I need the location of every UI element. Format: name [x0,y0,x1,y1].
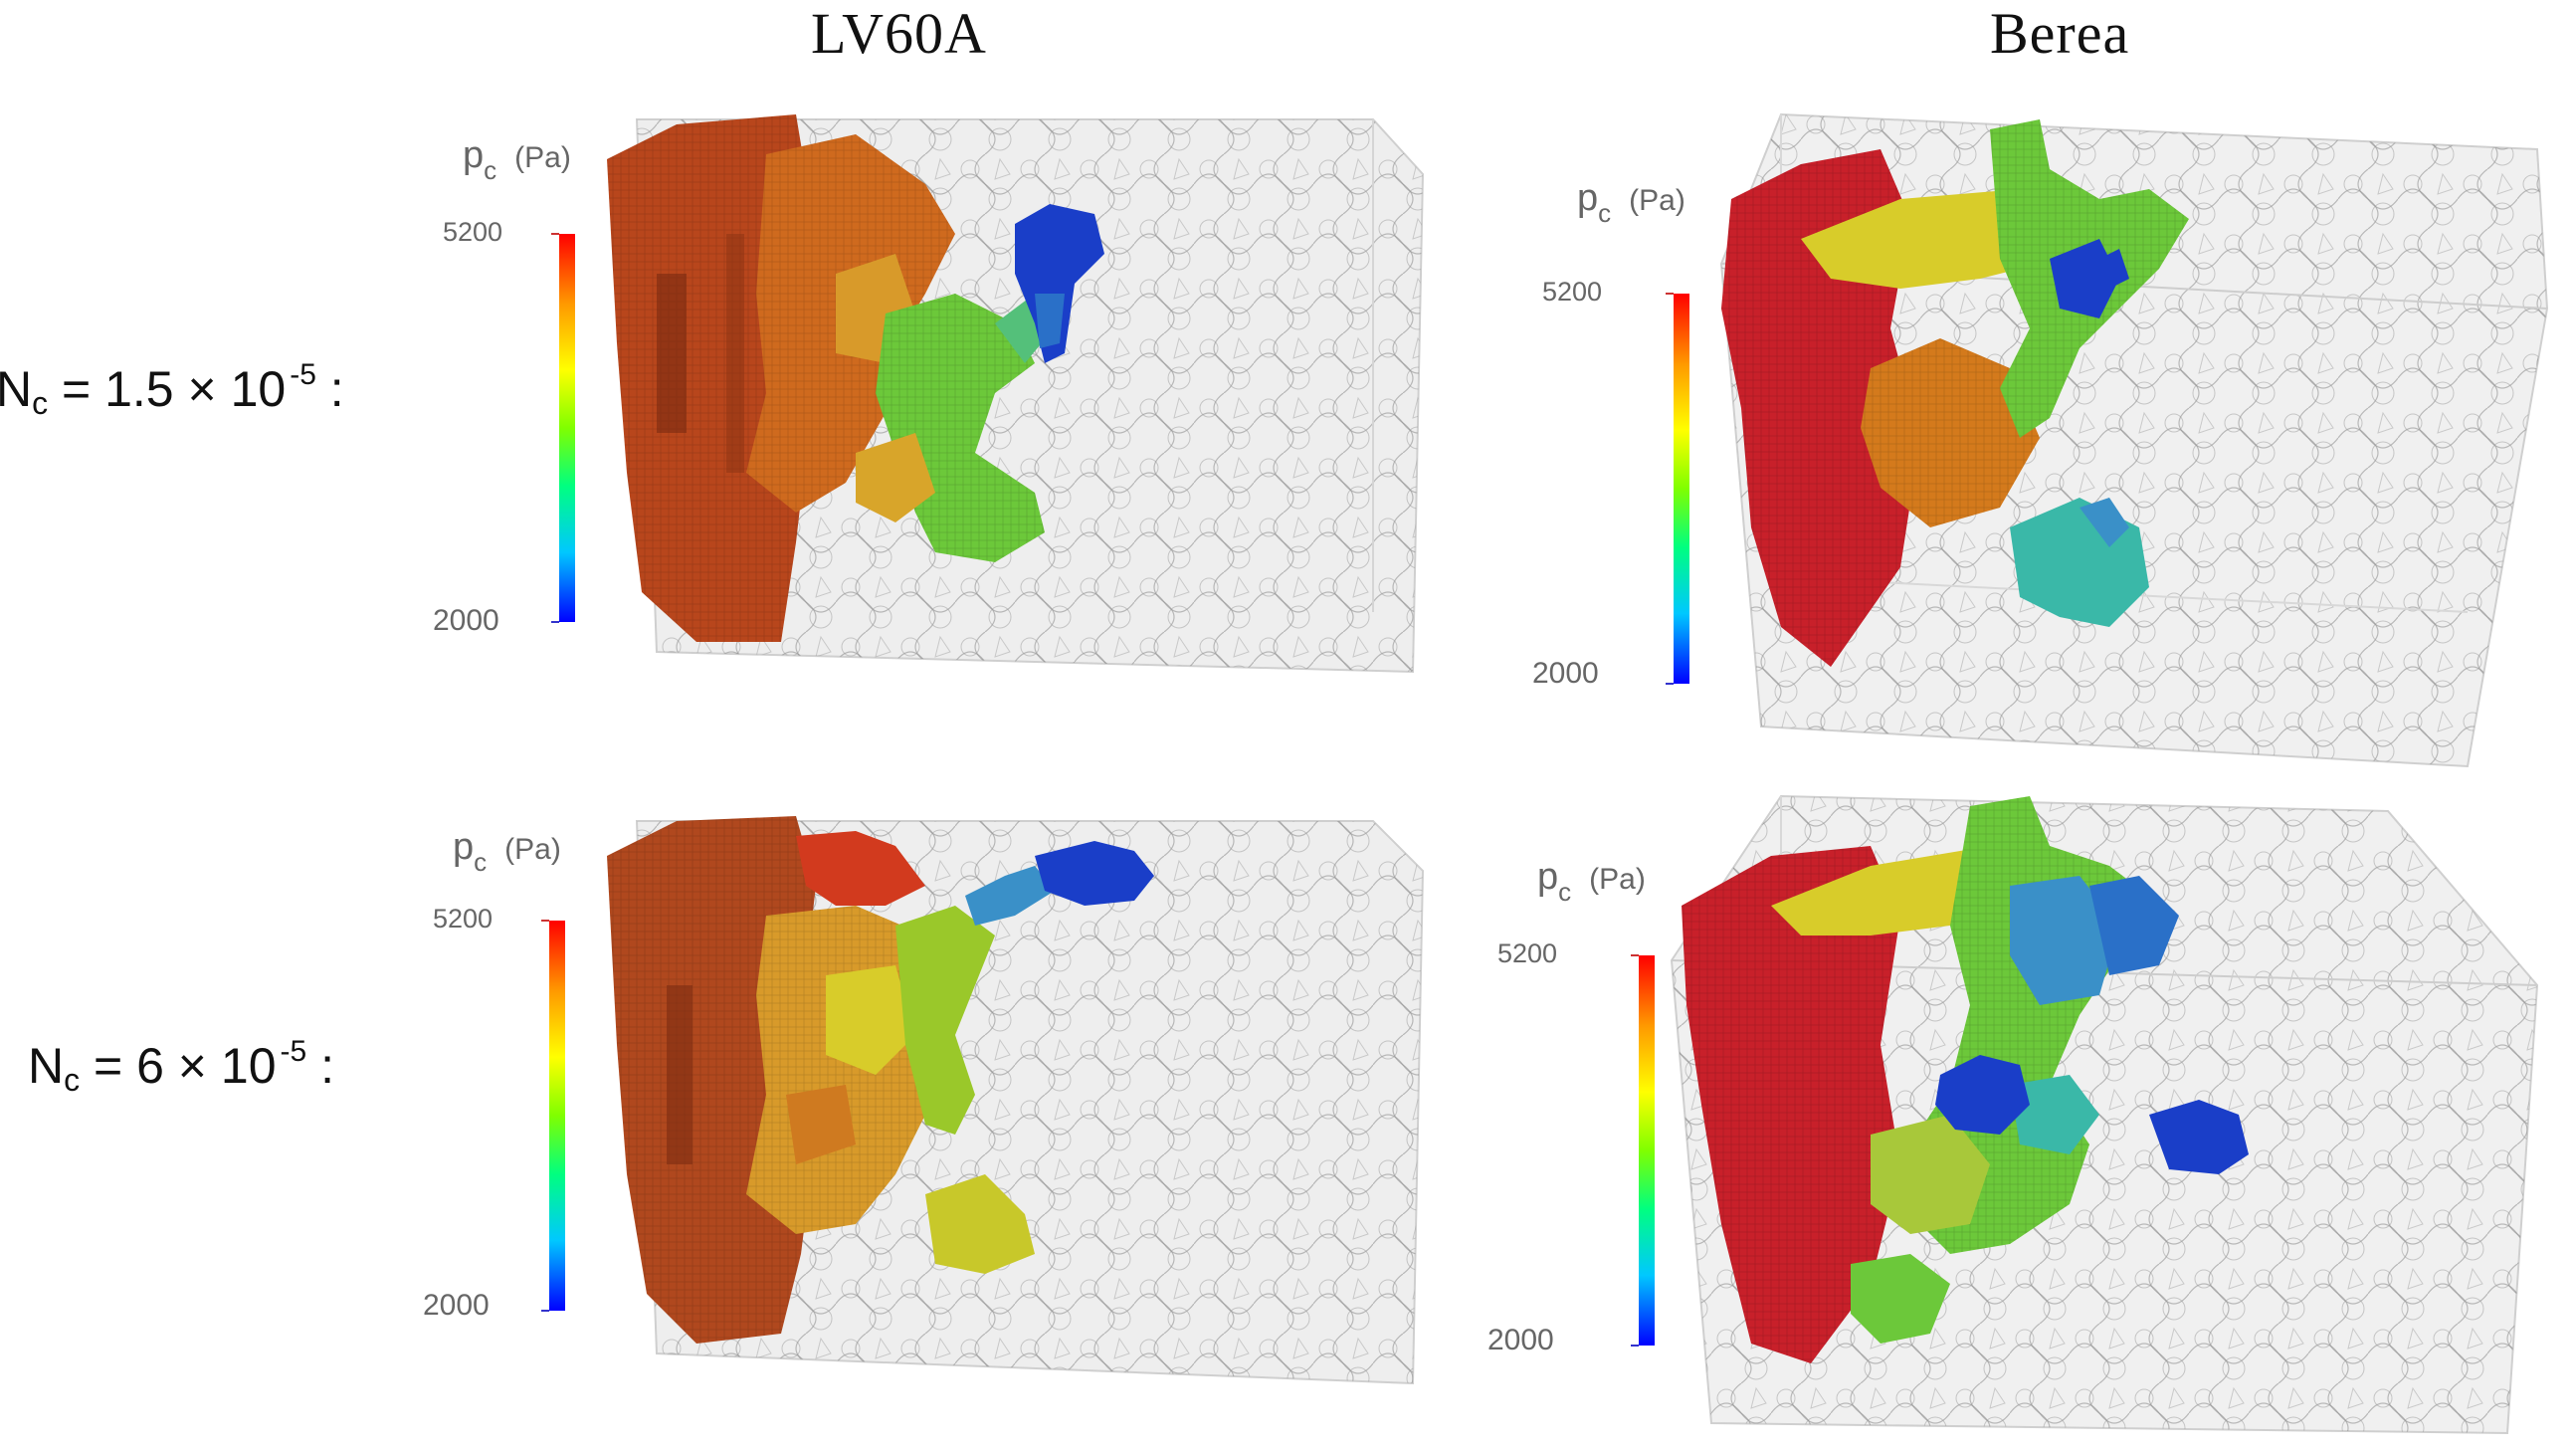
colorbar-symbol-1: p [463,134,485,176]
colorbar-symbol-2: p [1577,177,1599,219]
row-label-2-end: : [306,1038,334,1094]
row-label-1-sub: c [32,385,49,421]
colorbar-unit-4: (Pa) [1589,863,1646,896]
render-berea-high-nc [1670,794,2539,1435]
panel-berea-high-nc: pc (Pa) 5200 2000 [1487,786,2547,1443]
colorbar-min-2: 2000 [1532,657,1599,690]
colorbar-symbol-3: p [453,826,475,868]
colorbar-3 [541,920,565,1312]
colorbar-title-4: pc (Pa) [1537,856,1646,908]
row-label-2-n: N [28,1038,65,1094]
colorbar-4 [1631,954,1655,1347]
colorbar-symbol-sub-4: c [1558,877,1572,907]
colorbar-title-3: pc (Pa) [453,826,561,878]
colorbar-max-2: 5200 [1542,277,1603,307]
colorbar-min-4: 2000 [1487,1324,1554,1356]
row-label-2-sub: c [64,1062,81,1098]
panel-lv60a-high-nc: pc (Pa) 5200 2000 [423,796,1433,1393]
colorbar-symbol-sub-1: c [484,155,497,185]
row-label-1-mid: = 1.5 × 10 [48,361,287,417]
row-label-1-exp: -5 [290,358,316,391]
column-title-berea: Berea [1990,1,2130,66]
colorbar-2 [1666,293,1689,685]
row-label-2-exp: -5 [280,1035,307,1068]
colorbar-max-1: 5200 [443,217,503,247]
panel-lv60a-low-nc: pc (Pa) 5200 2000 [433,95,1433,692]
colorbar-min-1: 2000 [433,604,499,637]
colorbar-min-3: 2000 [423,1289,490,1322]
render-lv60a-high-nc [607,816,1425,1385]
colorbar-symbol-sub-2: c [1598,198,1612,228]
column-title-lv60a: LV60A [811,1,987,66]
colorbar-unit-3: (Pa) [504,833,561,866]
render-berea-low-nc [1719,112,2549,768]
row-label-1: Nc = 1.5 × 10 -5 : [0,358,344,422]
colorbar-title-1: pc (Pa) [463,134,571,186]
colorbar-unit-2: (Pa) [1629,184,1685,217]
colorbar-symbol-sub-3: c [474,847,488,877]
panel-berea-low-nc: pc (Pa) 5200 2000 [1532,109,2557,786]
render-lv60a-low-nc [607,114,1425,674]
row-label-1-n: N [0,361,33,417]
row-label-2: Nc = 6 × 10 -5 : [28,1035,334,1099]
colorbar-unit-1: (Pa) [514,141,571,174]
row-label-1-end: : [315,361,344,417]
colorbar-max-4: 5200 [1497,938,1558,968]
colorbar-title-2: pc (Pa) [1577,177,1685,229]
row-label-2-mid: = 6 × 10 [80,1038,277,1094]
colorbar-max-3: 5200 [433,904,494,934]
colorbar-1 [551,233,575,623]
colorbar-symbol-4: p [1537,856,1559,898]
